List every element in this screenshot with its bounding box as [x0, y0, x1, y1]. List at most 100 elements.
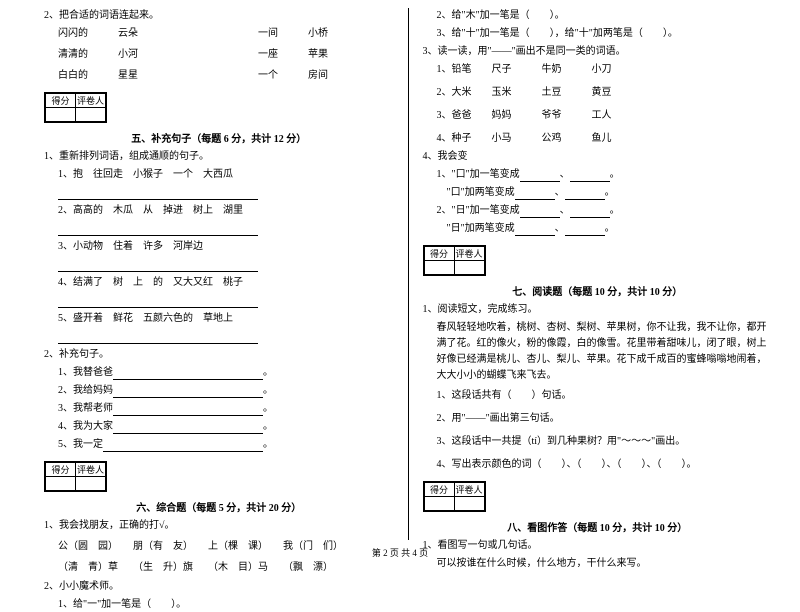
score-h: 评卷人	[76, 463, 106, 477]
q2-title: 2、把合适的词语连起来。	[44, 8, 394, 23]
blank-cell	[454, 497, 484, 511]
q1-item: 4、结满了 树 上 的 又大又红 桃子	[58, 275, 394, 290]
q71-item: 4、写出表示颜色的词（ ）、（ ）、（ ）、（ ）。	[437, 457, 773, 472]
q64-list: 1、"口"加一笔变成、。 "口"加两笔变成、。 2、"日"加一笔变成、。 "日"…	[437, 167, 773, 236]
q63-item: 3、爸爸 妈妈 爷爷 工人	[437, 108, 773, 123]
q71-item: 3、这段话中一共提（tí）到几种果树？用"～～～"画出。	[437, 434, 773, 449]
answer-line[interactable]	[520, 170, 560, 182]
blank-cell	[76, 108, 106, 122]
answer-line[interactable]	[515, 188, 555, 200]
q61-title: 1、我会找朋友，正确的打√。	[44, 518, 394, 533]
q64-item: 1、"口"加一笔变成、。	[437, 167, 773, 182]
section-8-title: 八、看图作答（每题 10 分，共计 10 分）	[423, 519, 773, 534]
score-box: 得分评卷人	[44, 92, 107, 123]
q62-item: 3、给"十"加一笔是（ ），给"十"加两笔是（ ）。	[437, 26, 773, 41]
blank-cell	[46, 108, 76, 122]
q1-list: 1、抱 往回走 小猴子 一个 大西瓜 2、高高的 木瓜 从 掉进 树上 湖里 3…	[58, 167, 394, 344]
answer-line[interactable]	[565, 224, 605, 236]
q2-item: 1、我替爸爸。	[58, 365, 394, 380]
answer-line[interactable]	[113, 404, 263, 416]
w: 闪闪的	[58, 26, 118, 41]
q71-item: 2、用"——"画出第三句话。	[437, 411, 773, 426]
q71-item: 1、这段话共有（ ）句话。	[437, 388, 773, 403]
q64-item: "日"加两笔变成、。	[437, 221, 773, 236]
answer-line[interactable]	[58, 224, 258, 236]
q1-item: 3、小动物 住着 许多 河岸边	[58, 239, 394, 254]
answer-line[interactable]	[58, 296, 258, 308]
score-h: 得分	[46, 94, 76, 108]
q61-line: （清 青）草 （生 升）旗 （木 目）马 （飘 漂）	[58, 560, 394, 575]
q71-list: 1、这段话共有（ ）句话。 2、用"——"画出第三句话。 3、这段话中一共提（t…	[437, 388, 773, 472]
page-container: 2、把合适的词语连起来。 闪闪的 云朵 一间 小桥 清清的 小河 一座 苹果 白…	[0, 0, 800, 540]
answer-line[interactable]	[113, 368, 263, 380]
q2-item: 5、我一定。	[58, 437, 394, 452]
q2-item: 4、我为大家。	[58, 419, 394, 434]
answer-line[interactable]	[515, 224, 555, 236]
q2-item: 2、我给妈妈。	[58, 383, 394, 398]
q63-list: 1、铅笔 尺子 牛奶 小刀 2、大米 玉米 土豆 黄豆 3、爸爸 妈妈 爷爷 工…	[437, 62, 773, 146]
pair-rows: 闪闪的 云朵 一间 小桥 清清的 小河 一座 苹果 白白的 星星 一个 房间	[58, 26, 394, 83]
score-h: 得分	[46, 463, 76, 477]
q62-item: 2、给"木"加一笔是（ ）。	[437, 8, 773, 23]
q63-title: 3、读一读，用"——"画出不是同一类的词语。	[423, 44, 773, 59]
w: 苹果	[308, 47, 358, 62]
q62-title: 2、小小魔术师。	[44, 579, 394, 594]
q63-item: 4、种子 小马 公鸡 鱼儿	[437, 131, 773, 146]
w: 一个	[258, 68, 308, 83]
w: 云朵	[118, 26, 178, 41]
pair-row: 闪闪的 云朵 一间 小桥	[58, 26, 394, 41]
answer-line[interactable]	[103, 440, 263, 452]
blank-cell	[424, 261, 454, 275]
page-footer: 第 2 页 共 4 页	[0, 546, 800, 559]
q2-list: 1、我替爸爸。 2、我给妈妈。 3、我帮老师。 4、我为大家。 5、我一定。	[58, 365, 394, 452]
answer-line[interactable]	[113, 386, 263, 398]
w: 房间	[308, 68, 358, 83]
passage: 春风轻轻地吹着，桃树、杏树、梨树、苹果树，你不让我，我不让你，都开满了花。红的像…	[437, 320, 773, 384]
score-box: 得分评卷人	[44, 461, 107, 492]
score-box: 得分评卷人	[423, 481, 486, 512]
score-box: 得分评卷人	[423, 245, 486, 276]
q1-item: 2、高高的 木瓜 从 掉进 树上 湖里	[58, 203, 394, 218]
score-h: 得分	[424, 247, 454, 261]
q2-item: 3、我帮老师。	[58, 401, 394, 416]
w: 白白的	[58, 68, 118, 83]
q2-supp-title: 2、补充句子。	[44, 347, 394, 362]
answer-line[interactable]	[570, 170, 610, 182]
score-h: 评卷人	[76, 94, 106, 108]
section-5-title: 五、补充句子（每题 6 分，共计 12 分）	[44, 130, 394, 145]
answer-line[interactable]	[58, 332, 258, 344]
q1-item: 1、抱 往回走 小猴子 一个 大西瓜	[58, 167, 394, 182]
q63-item: 2、大米 玉米 土豆 黄豆	[437, 85, 773, 100]
q64-item: 2、"日"加一笔变成、。	[437, 203, 773, 218]
q64-item: "口"加两笔变成、。	[437, 185, 773, 200]
w: 小河	[118, 47, 178, 62]
blank-cell	[46, 477, 76, 491]
answer-line[interactable]	[113, 422, 263, 434]
pair-row: 清清的 小河 一座 苹果	[58, 47, 394, 62]
w: 一间	[258, 26, 308, 41]
right-column: 2、给"木"加一笔是（ ）。 3、给"十"加一笔是（ ），给"十"加两笔是（ ）…	[409, 8, 781, 540]
answer-line[interactable]	[570, 206, 610, 218]
w: 星星	[118, 68, 178, 83]
left-column: 2、把合适的词语连起来。 闪闪的 云朵 一间 小桥 清清的 小河 一座 苹果 白…	[36, 8, 409, 540]
answer-line[interactable]	[58, 260, 258, 272]
q63-item: 1、铅笔 尺子 牛奶 小刀	[437, 62, 773, 77]
section-6-title: 六、综合题（每题 5 分，共计 20 分）	[44, 499, 394, 514]
section-7-title: 七、阅读题（每题 10 分，共计 10 分）	[423, 283, 773, 298]
q1-item: 5、盛开着 鲜花 五颜六色的 草地上	[58, 311, 394, 326]
score-h: 得分	[424, 483, 454, 497]
q1-title: 1、重新排列词语，组成通顺的句子。	[44, 149, 394, 164]
q62-item: 1、给"一"加一笔是（ ）。	[58, 597, 394, 612]
blank-cell	[454, 261, 484, 275]
score-h: 评卷人	[454, 483, 484, 497]
answer-line[interactable]	[58, 188, 258, 200]
q71-title: 1、阅读短文，完成练习。	[423, 302, 773, 317]
pair-row: 白白的 星星 一个 房间	[58, 68, 394, 83]
q64-title: 4、我会变	[423, 149, 773, 164]
w: 小桥	[308, 26, 358, 41]
blank-cell	[76, 477, 106, 491]
blank-cell	[424, 497, 454, 511]
w: 清清的	[58, 47, 118, 62]
answer-line[interactable]	[520, 206, 560, 218]
answer-line[interactable]	[565, 188, 605, 200]
